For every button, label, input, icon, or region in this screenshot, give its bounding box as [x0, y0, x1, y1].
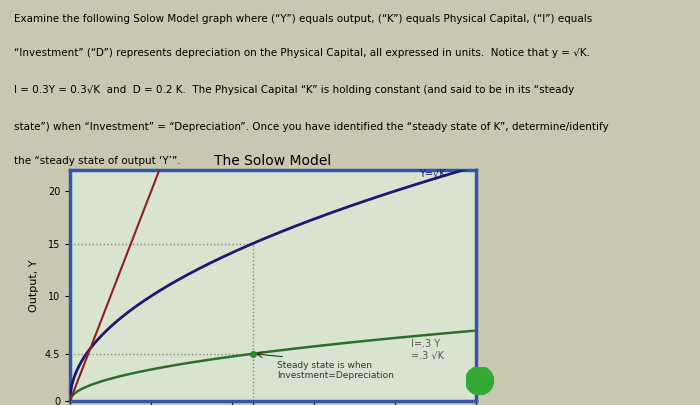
- Text: “Investment” (“D”) represents depreciation on the Physical Capital, all expresse: “Investment” (“D”) represents depreciati…: [14, 48, 590, 58]
- Circle shape: [466, 367, 493, 395]
- Text: state”) when “Investment” = “Depreciation”. Once you have identified the “steady: state”) when “Investment” = “Depreciatio…: [14, 122, 609, 132]
- Y-axis label: Output, Y: Output, Y: [29, 259, 39, 312]
- Text: the “steady state of output ‘Y’”.: the “steady state of output ‘Y’”.: [14, 156, 181, 166]
- Text: I = 0.3Y = 0.3√K  and  D = 0.2 K.  The Physical Capital “K” is holding constant : I = 0.3Y = 0.3√K and D = 0.2 K. The Phys…: [14, 85, 574, 95]
- Text: Steady state is when
Investment=Depreciation: Steady state is when Investment=Deprecia…: [277, 361, 394, 380]
- Text: I=.3 Y
=.3 √K: I=.3 Y =.3 √K: [411, 339, 444, 360]
- Text: Y=√K: Y=√K: [419, 168, 446, 178]
- Title: The Solow Model: The Solow Model: [214, 153, 332, 168]
- Text: Examine the following Solow Model graph where (“Y”) equals output, (“K”) equals : Examine the following Solow Model graph …: [14, 14, 592, 23]
